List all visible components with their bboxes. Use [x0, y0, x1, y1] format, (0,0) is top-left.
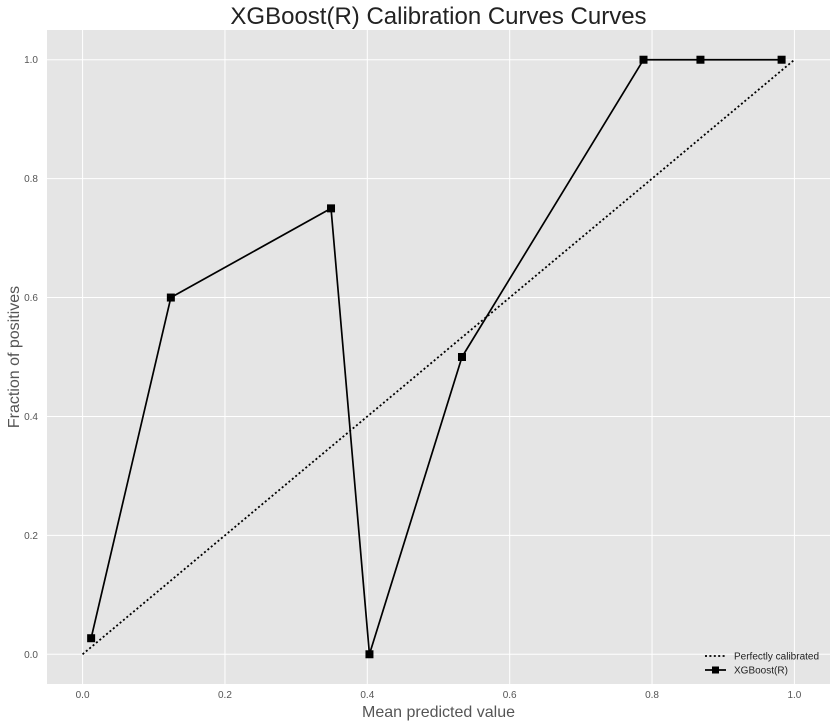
y-tick-label: 0.0 — [24, 650, 38, 661]
x-tick-label: 1.0 — [787, 690, 801, 701]
legend: Perfectly calibrated XGBoost(R) — [705, 652, 819, 677]
legend-marker — [712, 666, 719, 674]
series-lines — [82, 55, 795, 659]
xgboost-data-point — [327, 204, 336, 213]
xgboost-data-point — [696, 55, 705, 64]
xgboost-data-point — [777, 55, 786, 64]
x-tick-label: 0.2 — [218, 690, 232, 701]
y-tick-label: 0.2 — [24, 531, 38, 542]
x-tick-label: 0.0 — [76, 690, 90, 701]
xgboost-data-point — [365, 650, 374, 659]
perfectly-calibrated-line — [82, 59, 795, 655]
xgboost-curve-line — [90, 58, 782, 656]
y-axis-label: Fraction of positives — [6, 286, 23, 428]
xgboost-data-point — [457, 353, 466, 361]
y-tick-label: 0.6 — [24, 293, 38, 304]
tick-labels: 0.0 0.2 0.4 0.6 0.8 1.0 0.0 0.2 0.4 0.6 0.8 1.0 — [24, 55, 802, 701]
xgboost-data-point — [87, 634, 96, 643]
y-tick-label: 1.0 — [24, 55, 38, 66]
x-tick-label: 0.8 — [645, 690, 659, 701]
x-axis-label: Mean predicted value — [362, 704, 515, 721]
y-tick-label: 0.8 — [24, 174, 38, 185]
chart-title: XGBoost(R) Calibration Curves Curves — [230, 3, 646, 30]
x-tick-label: 0.4 — [360, 690, 374, 701]
y-tick-label: 0.4 — [24, 412, 38, 423]
xgboost-data-point — [639, 55, 648, 64]
legend-label: Perfectly calibrated — [734, 652, 819, 663]
x-tick-label: 0.6 — [503, 690, 517, 701]
xgboost-data-point — [166, 293, 175, 302]
legend-label: XGBoost(R) — [734, 666, 788, 677]
grid-lines — [47, 30, 830, 684]
